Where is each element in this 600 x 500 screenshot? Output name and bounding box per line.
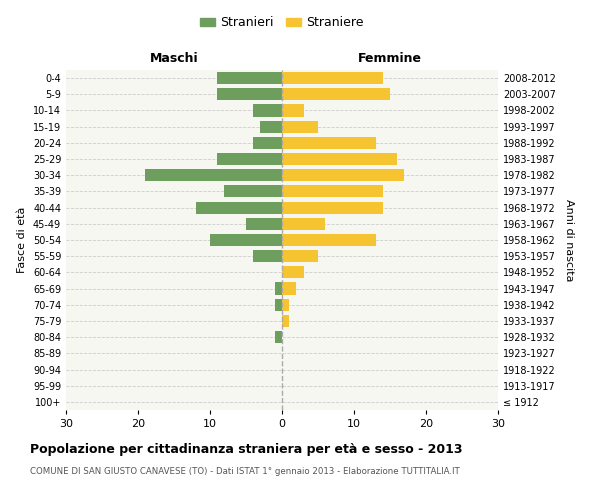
Bar xyxy=(275,298,282,311)
Y-axis label: Fasce di età: Fasce di età xyxy=(17,207,27,273)
Bar xyxy=(210,234,282,246)
Text: Femmine: Femmine xyxy=(358,52,422,65)
Bar xyxy=(253,137,282,149)
Bar xyxy=(282,202,383,213)
Bar xyxy=(282,315,289,327)
Bar xyxy=(282,169,404,181)
Bar xyxy=(260,120,282,132)
Bar xyxy=(145,169,282,181)
Bar xyxy=(282,298,289,311)
Bar xyxy=(282,137,376,149)
Y-axis label: Anni di nascita: Anni di nascita xyxy=(564,198,574,281)
Bar xyxy=(275,331,282,343)
Bar xyxy=(246,218,282,230)
Bar xyxy=(217,153,282,165)
Bar xyxy=(275,282,282,294)
Bar xyxy=(253,250,282,262)
Bar xyxy=(282,250,318,262)
Legend: Stranieri, Straniere: Stranieri, Straniere xyxy=(195,11,369,34)
Bar xyxy=(282,218,325,230)
Bar xyxy=(253,104,282,117)
Bar xyxy=(196,202,282,213)
Text: COMUNE DI SAN GIUSTO CANAVESE (TO) - Dati ISTAT 1° gennaio 2013 - Elaborazione T: COMUNE DI SAN GIUSTO CANAVESE (TO) - Dat… xyxy=(30,468,460,476)
Bar xyxy=(217,72,282,84)
Bar xyxy=(282,282,296,294)
Text: Maschi: Maschi xyxy=(149,52,199,65)
Text: Popolazione per cittadinanza straniera per età e sesso - 2013: Popolazione per cittadinanza straniera p… xyxy=(30,442,463,456)
Bar xyxy=(282,186,383,198)
Bar xyxy=(224,186,282,198)
Bar xyxy=(282,88,390,101)
Bar xyxy=(282,234,376,246)
Bar xyxy=(217,88,282,101)
Bar xyxy=(282,153,397,165)
Bar xyxy=(282,120,318,132)
Bar xyxy=(282,72,383,84)
Bar xyxy=(282,104,304,117)
Bar xyxy=(282,266,304,278)
